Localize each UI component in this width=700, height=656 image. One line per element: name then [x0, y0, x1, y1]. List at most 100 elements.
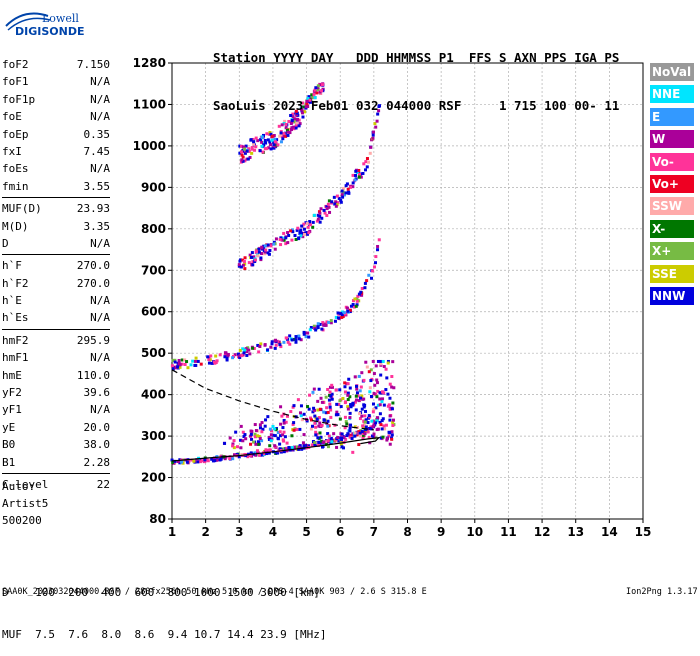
echo-point [300, 231, 304, 235]
spread-echo-point [282, 421, 286, 425]
spread-echo-point [239, 446, 243, 450]
spread-echo-point [274, 428, 278, 432]
echo-point [277, 340, 281, 344]
spread-echo-point [353, 431, 357, 435]
spread-echo-point [341, 396, 345, 400]
param-name: h`E [2, 294, 22, 308]
x-tick-label: 6 [336, 525, 344, 539]
spread-echo-point [317, 416, 321, 420]
station-header: Station YYYY DAY DDD HHMMSS P1 FFS S AXN… [213, 18, 619, 130]
echo-point [345, 306, 349, 310]
spread-echo-point [336, 402, 340, 406]
spread-echo-point [332, 432, 336, 436]
param-row: B1 2.28 [2, 454, 110, 471]
spread-echo-point [383, 427, 387, 431]
echo-point [247, 147, 251, 151]
param-name: foF1p [2, 92, 36, 106]
echo-point [176, 365, 180, 369]
echo-point [334, 200, 338, 204]
x-tick-label: 2 [201, 525, 209, 539]
y-tick-label: 900 [141, 180, 166, 194]
spread-echo-point [321, 445, 325, 449]
echo-point [357, 175, 361, 179]
spread-echo-point [340, 438, 344, 442]
echo-point [299, 106, 303, 110]
spread-echo-point [346, 398, 350, 402]
echo-point [186, 366, 190, 370]
x-tick-label: 7 [370, 525, 378, 539]
echo-point [265, 452, 269, 456]
spread-echo-point [358, 412, 362, 416]
spread-echo-point [390, 407, 394, 411]
x-tick-label: 4 [269, 525, 277, 539]
spread-echo-point [388, 414, 392, 418]
echo-point [177, 358, 181, 362]
echo-point [282, 134, 286, 138]
spread-echo-point [385, 437, 389, 441]
echo-point [358, 173, 362, 177]
echo-point [318, 211, 322, 215]
echo-point [372, 423, 376, 427]
echo-point [317, 210, 321, 214]
spread-echo-point [270, 429, 274, 433]
spread-echo-point [285, 414, 289, 418]
echo-point [250, 146, 254, 150]
echo-point [306, 331, 310, 335]
param-value: N/A [90, 236, 110, 250]
spread-echo-point [318, 407, 322, 411]
echo-point [263, 147, 267, 151]
param-value: 7.45 [83, 144, 111, 158]
echo-point [375, 416, 379, 420]
echo-point [239, 160, 243, 164]
echo-point [353, 297, 357, 301]
spread-echo-point [374, 406, 378, 410]
echo-point [240, 144, 244, 148]
echo-point [242, 259, 246, 263]
echo-point [171, 367, 175, 371]
echo-point [346, 309, 350, 313]
scaled-parameters: foF2 7.150 foF1 N/A foF1p N/A foE N/A foEp 0.35 fx… [2, 56, 110, 493]
param-value: N/A [90, 294, 110, 308]
echo-point [260, 136, 264, 140]
echo-point [339, 200, 343, 204]
echo-point [243, 151, 247, 155]
spread-echo-point [276, 436, 280, 440]
spread-echo-point [253, 432, 257, 436]
spread-echo-point [375, 395, 379, 399]
echo-point [273, 346, 277, 350]
param-value: N/A [90, 92, 110, 106]
echo-point [256, 254, 260, 258]
echo-point [305, 222, 309, 226]
param-row: foE N/A [2, 108, 110, 125]
echo-point [284, 242, 288, 246]
echo-point [336, 316, 340, 320]
echo-point [183, 358, 187, 362]
spread-echo-point [378, 403, 382, 407]
spread-echo-point [268, 437, 272, 441]
echo-point [376, 244, 380, 248]
echo-point [284, 123, 288, 127]
echo-point [300, 447, 304, 451]
spread-echo-point [346, 432, 350, 436]
echo-point [273, 144, 277, 148]
spread-echo-point [363, 414, 367, 418]
echo-point [290, 126, 294, 130]
echo-point [342, 435, 346, 439]
echo-point [223, 355, 227, 359]
echo-point [355, 303, 359, 307]
legend-entry: NNE [650, 85, 694, 104]
spread-echo-point [353, 425, 357, 429]
echo-point [327, 320, 331, 324]
spread-echo-point [327, 398, 331, 402]
spread-echo-point [376, 389, 380, 393]
spread-echo-point [223, 441, 227, 445]
echo-point [244, 144, 248, 148]
spread-echo-point [361, 425, 365, 429]
x-tick-label: 12 [534, 525, 551, 539]
spread-echo-point [390, 430, 394, 434]
spread-echo-point [292, 404, 296, 408]
echo-point [374, 255, 378, 259]
spread-echo-point [291, 422, 295, 426]
echo-point [294, 237, 298, 241]
legend-entry: Vo- [650, 152, 694, 171]
